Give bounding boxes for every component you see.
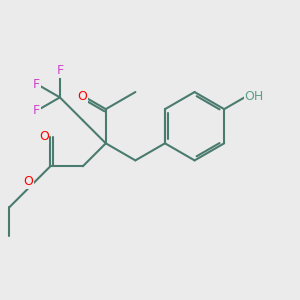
Text: OH: OH (244, 90, 263, 103)
Text: F: F (56, 64, 63, 77)
Text: O: O (23, 175, 33, 188)
Text: O: O (78, 90, 88, 103)
Text: F: F (33, 104, 40, 117)
Text: F: F (33, 78, 40, 91)
Text: O: O (39, 130, 49, 143)
